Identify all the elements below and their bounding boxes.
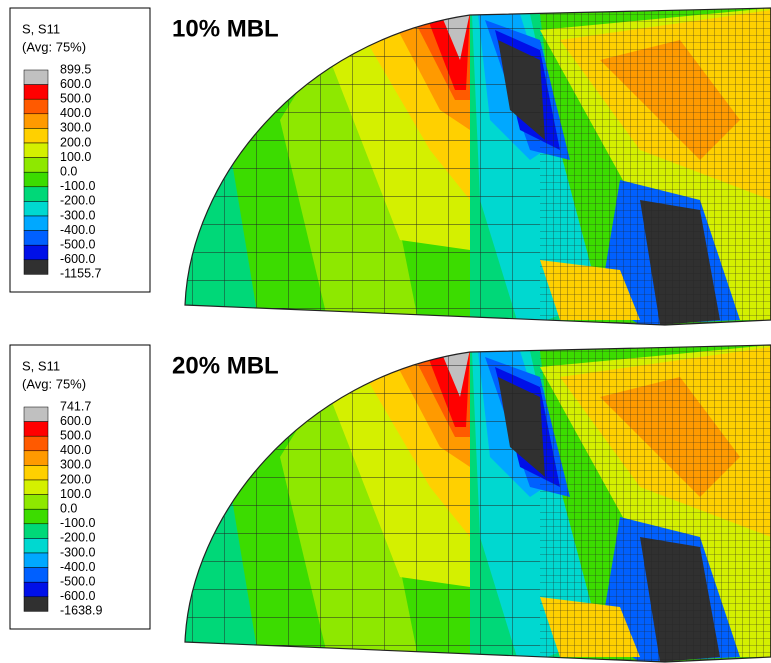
legend-level: -100.0 xyxy=(60,179,95,193)
legend-swatch xyxy=(23,538,49,554)
legend-level: -1155.7 xyxy=(60,267,102,281)
legend-level: 300.0 xyxy=(60,458,91,472)
legend-level: 200.0 xyxy=(60,472,91,486)
legend-level: 300.0 xyxy=(60,121,91,135)
legend-level: 600.0 xyxy=(60,414,91,428)
legend-swatch xyxy=(23,567,49,583)
outline xyxy=(184,7,771,326)
legend-swatch xyxy=(23,230,49,246)
outline xyxy=(184,344,771,663)
legend-level: -100.0 xyxy=(60,516,95,530)
legend-level: -400.0 xyxy=(60,560,95,574)
legend-swatch xyxy=(23,215,49,231)
contour-body xyxy=(185,345,771,662)
legend-swatch xyxy=(23,113,49,129)
legend-level: -300.0 xyxy=(60,545,95,559)
contour-body xyxy=(185,8,771,325)
legend-level: -400.0 xyxy=(60,223,95,237)
legend-swatch xyxy=(23,259,49,275)
legend-swatch xyxy=(23,186,49,202)
legend-title: S, S11 xyxy=(22,21,60,36)
legend-swatch xyxy=(23,128,49,144)
legend-level: 200.0 xyxy=(60,135,91,149)
legend-swatch xyxy=(23,244,49,261)
legend-level: 0.0 xyxy=(60,164,77,178)
legend-swatch xyxy=(23,523,49,539)
legend-level: 0.0 xyxy=(60,501,77,515)
legend-swatch xyxy=(23,201,49,217)
legend-level: -200.0 xyxy=(60,194,95,208)
legend-level: 500.0 xyxy=(60,91,91,105)
legend-swatch xyxy=(23,98,49,115)
legend-swatch xyxy=(23,450,49,466)
legend-level: -500.0 xyxy=(60,237,95,251)
legend-level: 500.0 xyxy=(60,428,91,442)
legend-swatch xyxy=(23,406,49,422)
legend-swatch xyxy=(23,479,49,495)
legend-level: 100.0 xyxy=(60,150,91,164)
legend-level: -200.0 xyxy=(60,531,95,545)
legend-swatch xyxy=(23,157,49,173)
panel-label: 20% MBL xyxy=(172,352,279,379)
legend-level: 100.0 xyxy=(60,487,91,501)
legend-swatch xyxy=(23,465,49,481)
legend-level: -300.0 xyxy=(60,208,95,222)
legend-level: 899.5 xyxy=(60,62,91,76)
panel-label: 10% MBL xyxy=(172,15,279,42)
mesh-fine xyxy=(540,8,771,325)
mesh-fine xyxy=(540,345,771,662)
legend-level: -600.0 xyxy=(60,252,95,266)
legend-swatch xyxy=(23,421,49,437)
legend-swatch xyxy=(23,508,49,525)
legend-swatch xyxy=(23,84,49,100)
legend-level: -1638.9 xyxy=(60,604,102,618)
legend-swatch xyxy=(23,494,49,510)
legend-level: 400.0 xyxy=(60,106,91,120)
panel: 20% MBL S, S11 (Avg: 75%) 741.7600.0500.040… xyxy=(9,344,771,663)
legend-swatch xyxy=(23,435,49,452)
legend-swatch xyxy=(23,581,49,598)
legend-level: -500.0 xyxy=(60,574,95,588)
legend-level: 600.0 xyxy=(60,77,91,91)
legend-avg: (Avg: 75%) xyxy=(22,376,86,391)
legend-title: S, S11 xyxy=(22,358,60,373)
legend-swatch xyxy=(23,596,49,612)
legend-level: 741.7 xyxy=(60,399,91,413)
legend-swatch xyxy=(23,69,49,85)
legend-avg: (Avg: 75%) xyxy=(22,39,86,54)
legend-swatch xyxy=(23,552,49,568)
legend-swatch xyxy=(23,142,49,158)
legend-level: 400.0 xyxy=(60,443,91,457)
legend-level: -600.0 xyxy=(60,589,95,603)
legend-swatch xyxy=(23,171,49,188)
panel: 10% MBL S, S11 (Avg: 75%) 899.5600.0500.040… xyxy=(9,7,771,326)
